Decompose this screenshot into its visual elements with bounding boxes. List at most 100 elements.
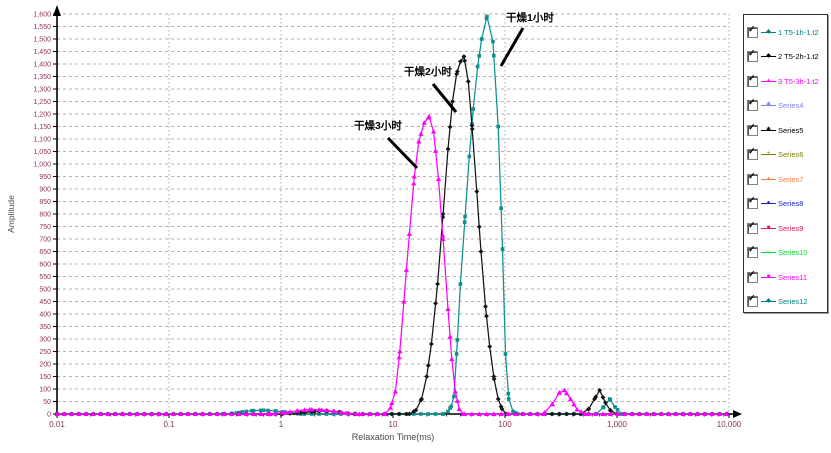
legend-checkbox[interactable]: ✓ <box>747 170 758 185</box>
series-marker-icon: − <box>761 248 776 258</box>
x-axis-arrow-icon <box>733 410 742 418</box>
svg-text:1,450: 1,450 <box>33 49 51 56</box>
legend-item-Series12[interactable]: ✓ ◆ Series12 <box>744 290 827 315</box>
svg-text:350: 350 <box>39 324 51 331</box>
legend-label: Series11 <box>778 272 808 282</box>
legend-item-Series9[interactable]: ✓ ■ Series9 <box>744 216 827 241</box>
svg-text:500: 500 <box>39 287 51 294</box>
svg-text:250: 250 <box>39 349 51 356</box>
series-marker-icon: + <box>761 150 776 160</box>
legend-checkbox[interactable]: ✓ <box>747 23 758 38</box>
series-marker-icon: ■ <box>761 272 776 282</box>
svg-text:0.01: 0.01 <box>49 420 65 429</box>
series-marker-icon: ◆ <box>761 52 776 62</box>
x-axis-ticks: 0.01 0.1 1 10 100 1,000 10,000 <box>49 414 742 429</box>
svg-text:1,500: 1,500 <box>33 37 51 44</box>
checkmark-icon: ✓ <box>748 170 756 181</box>
gridlines <box>57 13 730 414</box>
legend-checkbox[interactable]: ✓ <box>747 244 758 259</box>
series-marker-icon: ▲ <box>761 76 776 86</box>
checkmark-icon: ✓ <box>748 244 756 255</box>
svg-text:550: 550 <box>39 274 51 281</box>
legend-checkbox[interactable]: ✓ <box>747 268 758 283</box>
legend-item-Series6[interactable]: ✓ + Series6 <box>744 143 827 168</box>
checkmark-icon: ✓ <box>748 219 756 230</box>
legend-label: 2 T5-2h-1.t2 <box>778 52 819 62</box>
legend-item-Series7[interactable]: ✓ ▲ Series7 <box>744 167 827 192</box>
legend-label: Series7 <box>778 174 804 184</box>
svg-text:10,000: 10,000 <box>717 420 742 429</box>
series-marker-icon: ◆ <box>761 297 776 307</box>
svg-text:1,250: 1,250 <box>33 99 51 106</box>
svg-text:400: 400 <box>39 312 51 319</box>
legend-checkbox[interactable]: ✓ <box>747 97 758 112</box>
legend-label: Series9 <box>778 223 804 233</box>
checkmark-icon: ✓ <box>748 195 756 206</box>
svg-text:1,400: 1,400 <box>33 62 51 69</box>
svg-text:1,350: 1,350 <box>33 74 51 81</box>
legend-checkbox[interactable]: ✓ <box>747 49 758 63</box>
legend-panel: ✓ ◆ 1 T5-1h-1.t2 ✓ ◆ 2 T5-2h-1.t2 ✓ ▲ 3 T5-3h-1.… <box>743 14 828 313</box>
svg-text:1,000: 1,000 <box>33 162 51 169</box>
checkmark-icon: ✓ <box>748 268 756 279</box>
svg-text:1,100: 1,100 <box>33 137 51 144</box>
series-marker-icon: ◆ <box>761 27 776 37</box>
y-axis-title: Amplitude <box>6 195 16 233</box>
checkmark-icon: ✓ <box>748 121 756 132</box>
legend-label: 3 T5-3h-1.t2 <box>778 76 819 86</box>
annotation-label-3: 干燥3小时 <box>354 120 402 132</box>
y-axis-arrow-icon <box>53 5 61 16</box>
svg-text:450: 450 <box>39 299 51 306</box>
svg-text:300: 300 <box>39 337 51 344</box>
legend-label: Series6 <box>778 150 804 160</box>
svg-text:750: 750 <box>39 224 51 231</box>
legend-item-Series10[interactable]: ✓ − Series10 <box>744 241 827 266</box>
checkmark-icon: ✓ <box>748 97 756 108</box>
legend-checkbox[interactable]: ✓ <box>747 72 758 87</box>
series-marker-icon: ▲ <box>761 174 776 184</box>
checkmark-icon: ✓ <box>748 72 756 83</box>
svg-text:1,150: 1,150 <box>33 124 51 131</box>
legend-checkbox[interactable]: ✓ <box>747 219 758 234</box>
legend-item-Series5[interactable]: ✓ ✱ Series5 <box>744 118 827 143</box>
checkmark-icon: ✓ <box>748 293 756 304</box>
legend-checkbox[interactable]: ✓ <box>747 121 758 136</box>
x-axis-title: Relaxation Time(ms) <box>352 432 435 442</box>
svg-text:1,000: 1,000 <box>607 420 628 429</box>
legend-item-2 T5-2h-1.t2[interactable]: ✓ ◆ 2 T5-2h-1.t2 <box>744 45 827 70</box>
svg-text:0: 0 <box>47 412 51 419</box>
svg-text:200: 200 <box>39 362 51 369</box>
legend-item-3 T5-3h-1.t2[interactable]: ✓ ▲ 3 T5-3h-1.t2 <box>744 69 827 94</box>
series-marker-icon: ✱ <box>761 125 776 135</box>
legend-item-Series4[interactable]: ✓ ✱ Series4 <box>744 94 827 119</box>
series-marker-icon: ✱ <box>761 101 776 111</box>
legend-item-1 T5-1h-1.t2[interactable]: ✓ ◆ 1 T5-1h-1.t2 <box>744 20 827 45</box>
legend-label: Series8 <box>778 199 804 209</box>
svg-text:850: 850 <box>39 199 51 206</box>
series-3 T5-3h-1.t2 <box>54 113 730 416</box>
legend-label: Series4 <box>778 101 804 111</box>
legend-checkbox[interactable]: ✓ <box>747 195 758 210</box>
legend-item-Series8[interactable]: ✓ ● Series8 <box>744 192 827 217</box>
legend-item-Series11[interactable]: ✓ ■ Series11 <box>744 265 827 290</box>
svg-text:50: 50 <box>43 399 51 406</box>
svg-text:900: 900 <box>39 187 51 194</box>
legend-checkbox[interactable]: ✓ <box>747 293 758 308</box>
svg-text:150: 150 <box>39 374 51 381</box>
svg-text:1,550: 1,550 <box>33 24 51 31</box>
svg-text:650: 650 <box>39 249 51 256</box>
svg-text:800: 800 <box>39 212 51 219</box>
series-marker-icon: ■ <box>761 223 776 233</box>
svg-text:700: 700 <box>39 237 51 244</box>
series-marker-icon: ● <box>761 199 776 209</box>
legend-label: 1 T5-1h-1.t2 <box>778 27 819 37</box>
svg-text:950: 950 <box>39 174 51 181</box>
svg-text:1,600: 1,600 <box>33 12 51 19</box>
svg-text:1,200: 1,200 <box>33 112 51 119</box>
legend-label: Series12 <box>778 297 808 307</box>
series-1 T5-1h-1.t2 <box>55 14 729 416</box>
checkmark-icon: ✓ <box>748 23 756 34</box>
legend-checkbox[interactable]: ✓ <box>747 147 758 161</box>
